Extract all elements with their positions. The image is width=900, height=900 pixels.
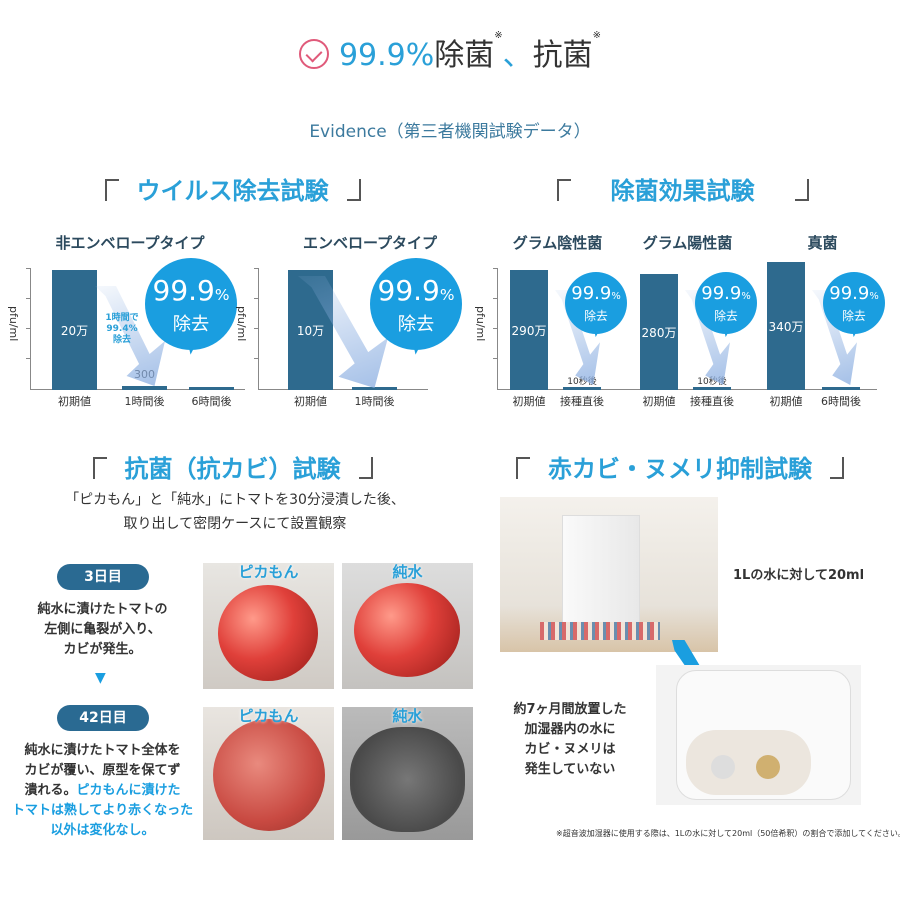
x-tick-label: 初期値	[512, 395, 546, 408]
badge-text: 除去	[172, 314, 210, 336]
badge-text: 除去	[842, 309, 866, 324]
section-antifungal-heading: 抗菌（抗カビ）試験	[60, 449, 405, 484]
chart-annotation: 1時間で 99.4% 除去	[105, 313, 139, 345]
day42-text: 純水に漬けたトマト全体を カビが覆い、原型を保てず 潰れる。ピカもんに漬けた トマトは…	[11, 743, 194, 838]
section-bacteria-heading: 除菌効果試験	[510, 171, 855, 206]
x-tick-label: 初期値	[642, 395, 676, 408]
x-tick-label: 接種直後	[560, 395, 604, 408]
badge-text: 除去	[397, 314, 435, 336]
bar-value-label: 290万	[511, 324, 547, 338]
page-title: 99.9%除菌※、抗菌※	[0, 30, 900, 74]
photo-day42-water: 純水	[342, 707, 473, 840]
bar-value-label: 10秒後	[567, 377, 597, 387]
photo-humidifier-inside	[656, 665, 861, 805]
bar	[563, 387, 601, 390]
bar-value-label: 280万	[641, 326, 677, 341]
axis-tick	[493, 298, 498, 299]
y-axis-label: pfu/ml	[474, 306, 487, 342]
bar: 280万	[640, 274, 678, 390]
footnote: ※超音波加湿器に使用する際は、1Lの水に対して20ml（50倍希釈）の割合で添加…	[556, 829, 900, 838]
x-tick-label: 6時間後	[191, 395, 232, 408]
axis-tick	[26, 268, 31, 269]
chart-title: 非エンベロープタイプ	[55, 234, 205, 252]
day42-badge: 42日目	[57, 705, 149, 731]
badge-value: 99.9%	[377, 274, 455, 308]
axis-tick	[26, 358, 31, 359]
removal-badge: 99.9% 除去	[565, 272, 627, 334]
section-virus-heading: ウイルス除去試験	[60, 171, 405, 206]
x-tick-label: 初期値	[294, 395, 327, 408]
chart-title: グラム陽性菌	[642, 234, 733, 252]
x-tick-label: 6時間後	[821, 395, 861, 408]
bar: 290万	[510, 270, 548, 390]
evidence-subtitle: Evidence（第三者機関試験データ）	[309, 122, 591, 142]
badge-tail	[850, 324, 861, 338]
y-axis-label: pfu/ml	[235, 306, 248, 342]
badge-tail	[592, 324, 603, 338]
bar-value-label: 10万	[296, 324, 325, 338]
down-arrow-icon: ▼	[95, 670, 106, 686]
badge-value: 99.9%	[152, 274, 230, 308]
bar	[352, 387, 397, 390]
chart-axis	[497, 268, 877, 390]
x-tick-label: 初期値	[769, 395, 803, 408]
badge-text: 除去	[584, 309, 608, 324]
bar-value-label: 20万	[60, 324, 89, 338]
removal-badge: 99.9% 除去	[370, 258, 462, 350]
check-circle-icon	[298, 38, 329, 69]
photo-day42-pikamon: ピカもん	[203, 707, 334, 840]
section-redmold-heading: 赤カビ・ヌメリ抑制試験	[480, 449, 880, 484]
badge-value: 99.9%	[701, 283, 751, 305]
badge-value: 99.9%	[829, 283, 879, 305]
y-axis-label: pfu/ml	[7, 306, 20, 342]
redmold-result-text: 約7ヶ月間放置した 加湿器内の水に カビ・ヌメリは 発生していない	[513, 702, 627, 777]
chart-title: エンベロープタイプ	[302, 234, 438, 252]
x-tick-label: 接種直後	[690, 395, 734, 408]
x-tick-label: 1時間後	[124, 395, 165, 408]
bar	[822, 387, 860, 390]
x-tick-label: 初期値	[58, 395, 91, 408]
chart-axis	[258, 268, 428, 390]
bar	[122, 385, 167, 390]
axis-tick	[254, 268, 259, 269]
bar-value-label: 10秒後	[697, 377, 727, 387]
photo-humidifier	[500, 497, 718, 652]
removal-badge: 99.9% 除去	[145, 258, 237, 350]
axis-tick	[254, 298, 259, 299]
removal-badge: 99.9% 除去	[695, 272, 757, 334]
bar: 340万	[767, 262, 805, 390]
x-tick-label: 1時間後	[354, 395, 395, 408]
badge-text: 除去	[714, 309, 738, 324]
photo-day3-pikamon: ピカもん	[203, 563, 334, 689]
axis-tick	[493, 328, 498, 329]
bar	[189, 387, 234, 390]
axis-tick	[493, 358, 498, 359]
bar: 20万	[52, 270, 97, 390]
photo-day3-water: 純水	[342, 563, 473, 689]
chart-title: グラム陰性菌	[512, 234, 603, 252]
badge-tail	[722, 324, 733, 338]
axis-tick	[254, 328, 259, 329]
ratio-text: 1Lの水に対して20ml	[733, 568, 865, 583]
day3-badge: 3日目	[57, 564, 149, 590]
axis-tick	[26, 298, 31, 299]
chart-title: 真菌	[807, 234, 838, 252]
removal-badge: 99.9% 除去	[823, 272, 885, 334]
badge-value: 99.9%	[571, 283, 621, 305]
axis-tick	[493, 268, 498, 269]
bar-value-label: 340万	[768, 320, 804, 334]
axis-tick	[254, 358, 259, 359]
antifungal-description: 「ピカもん」と「純水」にトマトを30分浸漬した後、 取り出して密閉ケースにて設置観…	[65, 492, 405, 532]
day3-text: 純水に漬けたトマトの 左側に亀裂が入り、 カビが発生。	[37, 602, 168, 657]
bar	[693, 387, 731, 390]
axis-tick	[26, 328, 31, 329]
